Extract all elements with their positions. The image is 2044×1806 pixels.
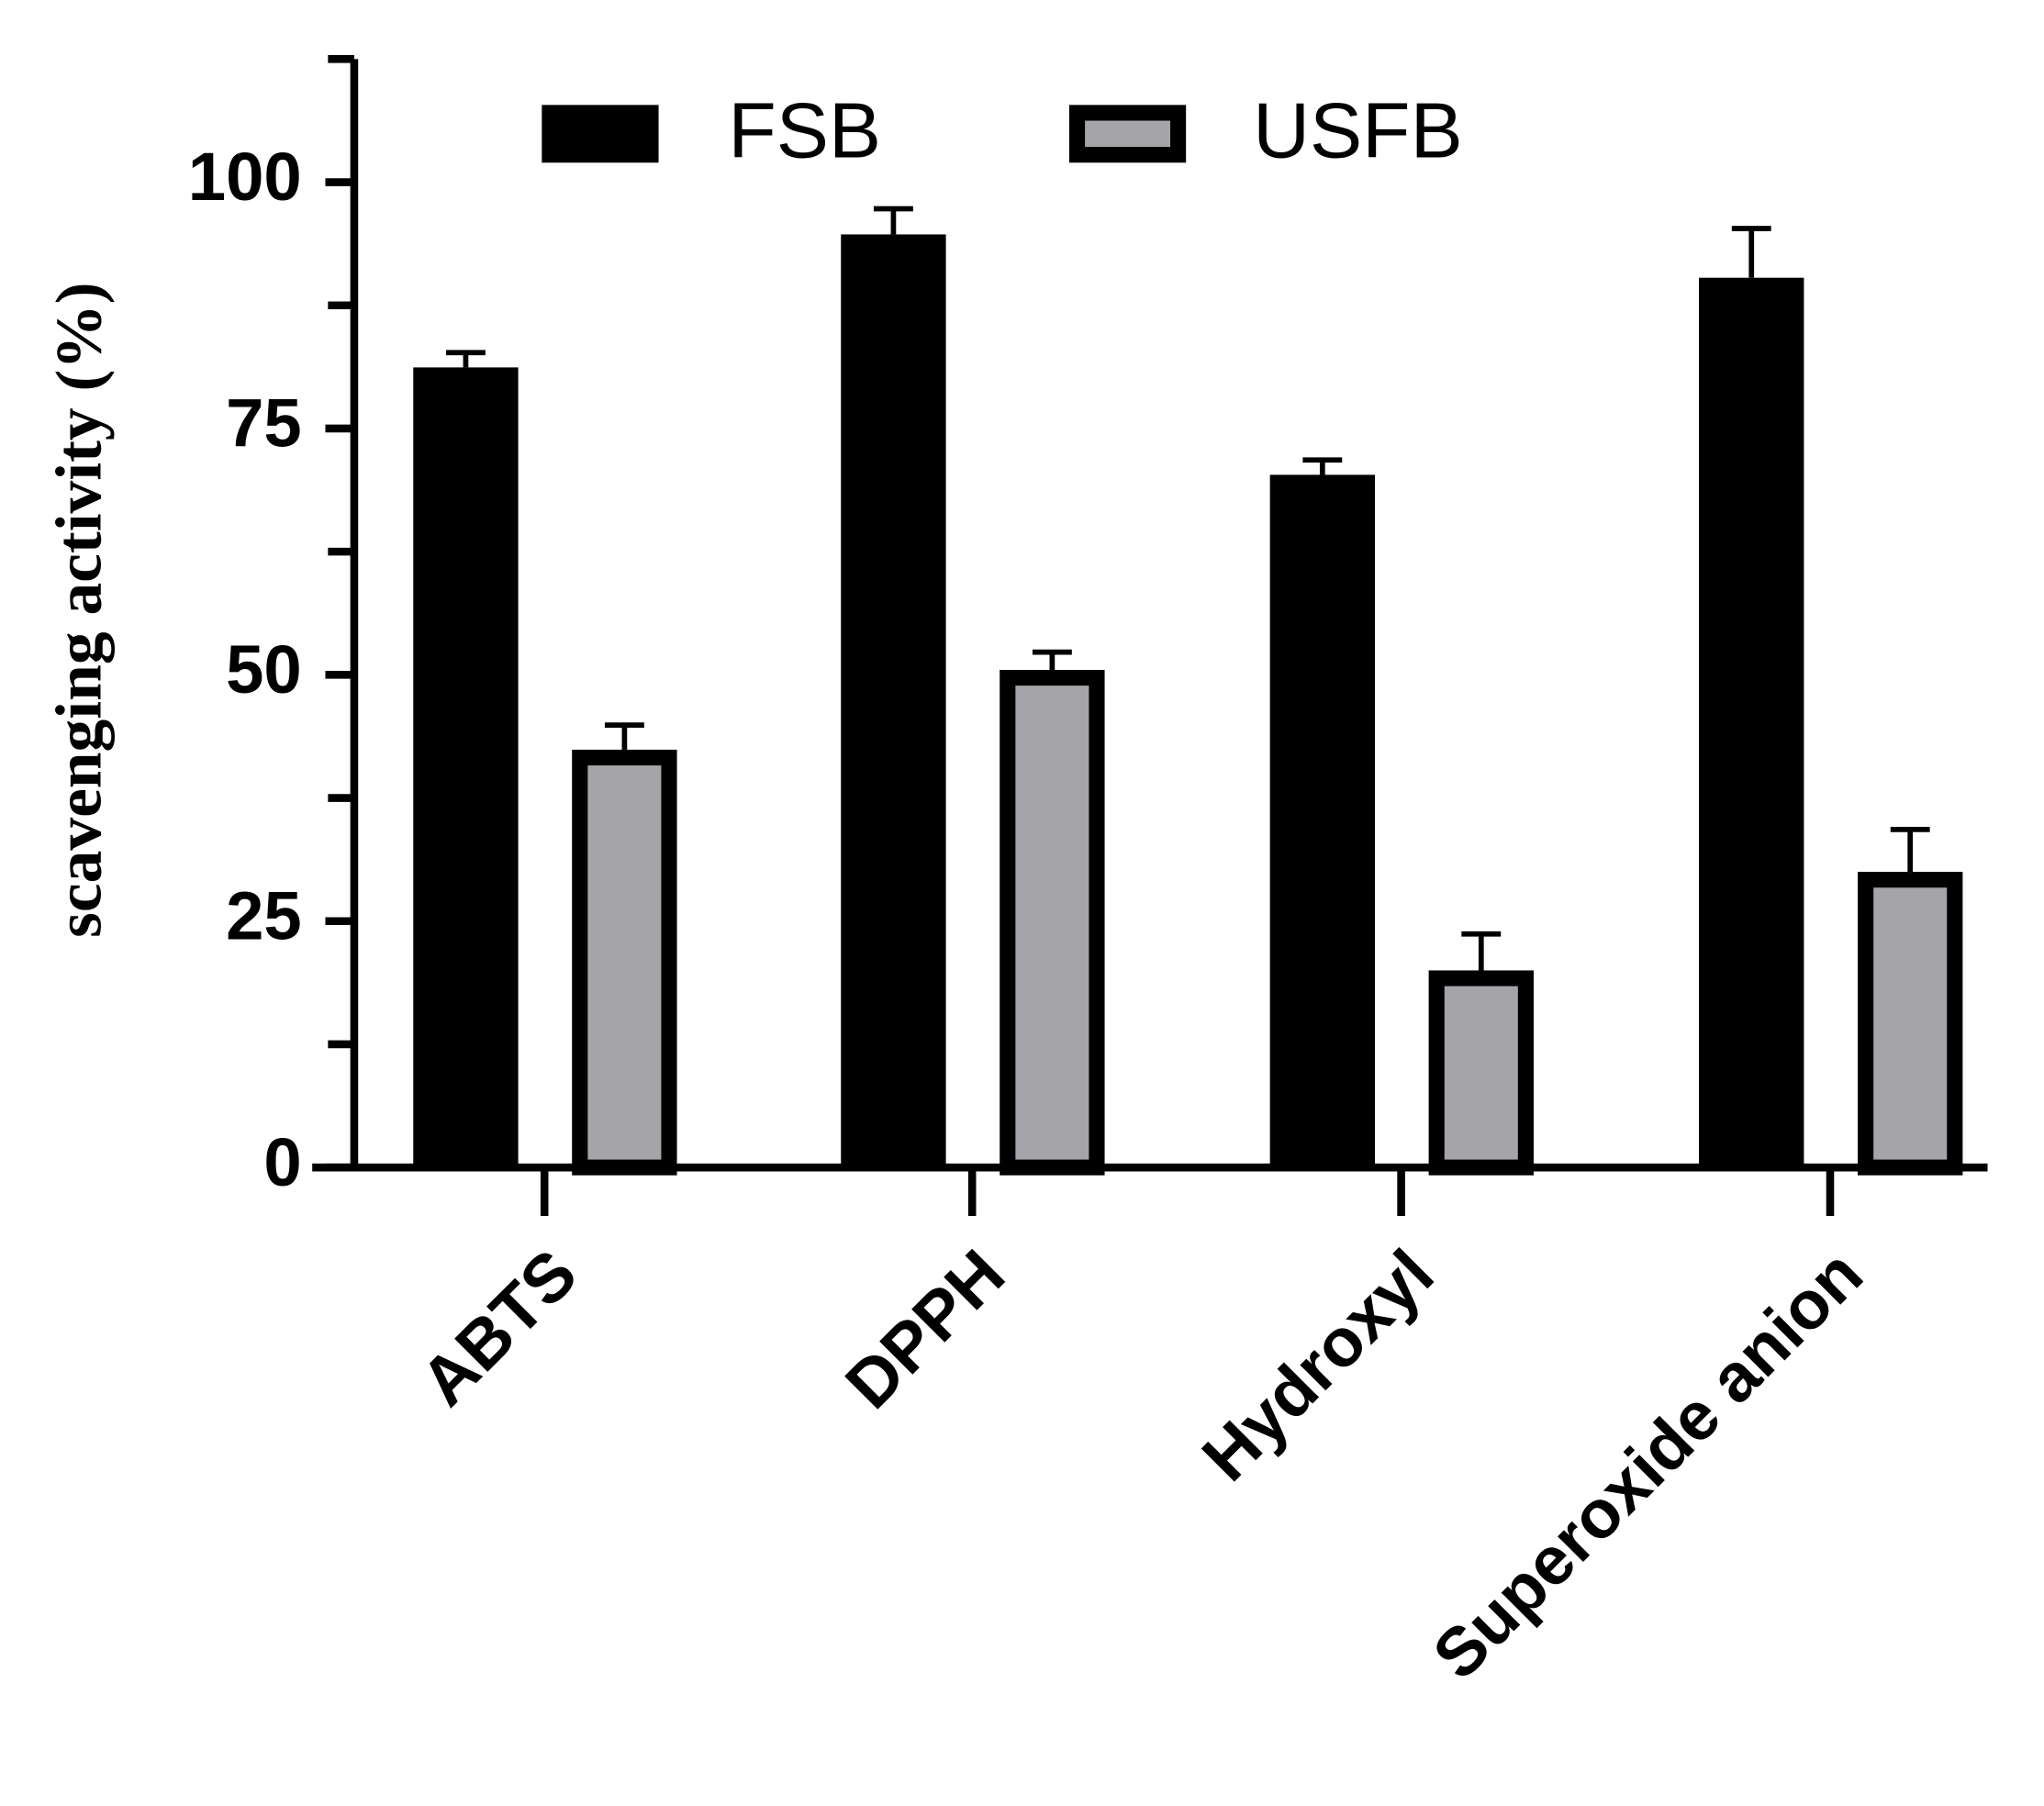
legend-label: FSB (728, 86, 881, 174)
x-tick-label: Superoxide anion (1418, 1235, 1877, 1694)
bar (1699, 277, 1804, 1168)
bar (572, 749, 677, 1176)
y-tick-label: 50 (226, 631, 302, 708)
legend-swatch (1068, 105, 1187, 163)
x-tick-label: DPPH (831, 1235, 1019, 1423)
bar (413, 367, 519, 1168)
y-tick-label: 100 (188, 139, 302, 215)
bar (1858, 872, 1963, 1176)
bar (1269, 474, 1376, 1168)
y-tick-label: 0 (263, 1124, 301, 1200)
y-axis-label: scavenging activity (%) (42, 282, 115, 937)
bar (1000, 669, 1105, 1176)
bar (1428, 970, 1534, 1176)
legend-swatch (542, 105, 659, 163)
y-tick-label: 75 (226, 385, 302, 462)
bar (841, 234, 946, 1168)
y-tick-label: 25 (226, 877, 302, 953)
legend-label: USFB (1253, 86, 1463, 174)
x-tick-label: Hydroxyl (1188, 1235, 1448, 1496)
x-tick-label: ABTS (406, 1235, 591, 1421)
